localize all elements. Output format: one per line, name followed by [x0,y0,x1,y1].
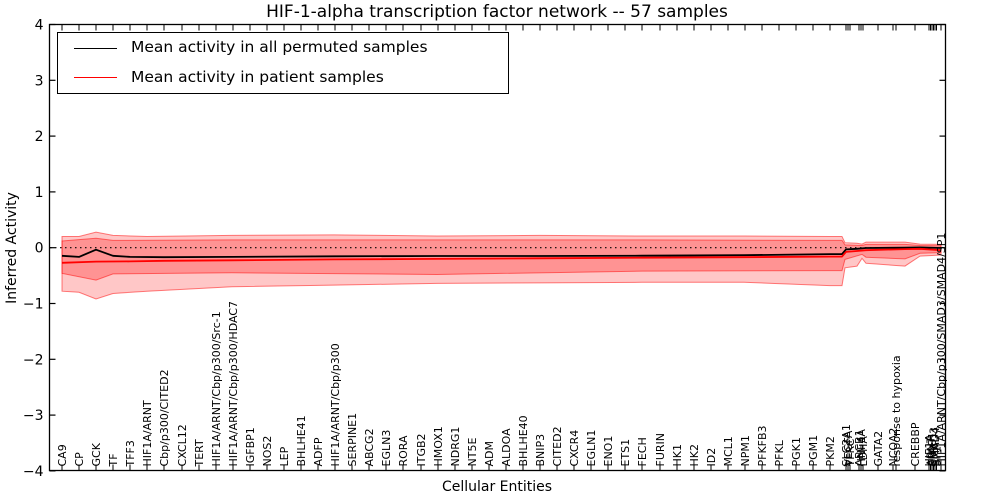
legend-label-patient: Mean activity in patient samples [131,68,384,87]
x-tick-label-hif1a-arnt: HIF1A/ARNT [141,400,154,466]
x-tick-label-tf: TF [107,453,120,467]
x-tick-label-ncoa2: NCOA2 [887,428,900,467]
x-tick-label-slc2a1: SLC2A1 [840,424,853,466]
x-tick-label-pfkl: PFKL [773,439,786,466]
y-tick-label: −4 [23,464,44,480]
series-line-permuted [61,246,942,259]
x-tick-label-hif1a-arnt-cbp-p300: HIF1A/ARNT/Cbp/p300 [329,343,342,466]
legend-item-permuted: Mean activity in all permuted samples [58,34,508,63]
x-tick-label-adfp: ADFP [312,437,325,466]
x-tick-label-arnt: ARNT [925,436,938,466]
x-tick-label-abcb1: ABCB1 [853,429,866,466]
x-tick-label-npm1: NPM1 [739,435,752,466]
x-tick-label-rora: RORA [397,435,410,466]
x-tick-label-hnf4a: HNF4A [855,429,868,467]
x-tick-label-tert: TERT [193,439,206,468]
x-tick-label-cxcr4: CXCR4 [568,430,581,467]
y-tick-label: −2 [23,352,44,368]
x-tick-label-gata2: GATA2 [872,431,885,467]
x-tick-label-mcl1: MCL1 [722,436,735,466]
series-line-patient [61,247,942,264]
x-tick-label-smad3: SMAD3 [928,427,941,466]
x-tick-label-pfkfb3: PFKFB3 [756,425,769,466]
x-tick-label-crebbp: CREBBP [909,422,922,466]
x-tick-label-bhlhe40: BHLHE40 [517,415,530,466]
legend-item-patient: Mean activity in patient samples [58,63,508,92]
y-tick-label: 1 [35,185,44,201]
x-tick-label-cited2: CITED2 [551,426,564,466]
x-tick-label-serpine1: SERPINE1 [346,413,359,467]
y-tick-label: 2 [35,129,44,145]
legend-line-patient-icon [74,77,117,79]
x-tick-label-tff3: TFF3 [124,440,137,467]
x-tick-label-hmox1: HMOX1 [432,426,445,466]
x-tick-label-nos2: NOS2 [261,436,274,467]
y-tick-label: −3 [23,408,44,424]
x-tick-label-pkm2: PKM2 [824,436,837,466]
x-tick-label-id2: ID2 [705,448,718,467]
x-tick-label-hif1a-arnt-cbp-p300-hdac7: HIF1A/ARNT/Cbp/p300/HDAC7 [227,301,240,467]
x-tick-label-ndrg1: NDRG1 [449,427,462,467]
x-tick-label-adm: ADM [483,441,496,467]
x-tick-label-hk1: HK1 [671,444,684,466]
y-tick-label: 0 [35,241,44,257]
y-axis-label: Inferred Activity [4,192,20,304]
x-tick-label-abcg2: ABCG2 [363,428,376,466]
x-tick-label-lep: LEP [278,446,291,466]
y-tick-label: 3 [35,73,44,89]
y-tick-label: −1 [23,297,44,313]
chart-title: HIF-1-alpha transcription factor network… [266,2,728,22]
x-tick-label-response-to-hypoxia: response to hypoxia [890,355,903,466]
x-tick-label-aldoa: ALDOA [500,428,513,467]
x-tick-label-bhlhe41: BHLHE41 [295,415,308,466]
x-tick-label-ldha: LDHA [857,436,870,467]
legend-label-permuted: Mean activity in all permuted samples [131,38,428,57]
x-tick-label-tfrc: TFRC [844,438,857,467]
x-tick-label-ets1: ETS1 [619,439,632,467]
x-tick-label-smad4: SMAD4 [929,427,942,466]
legend: Mean activity in all permuted samples Me… [57,32,509,94]
x-tick-label-cxcl12: CXCL12 [176,424,189,466]
x-tick-label-hif1a: HIF1A [923,434,936,467]
x-tick-label-gck: GCK [90,442,103,466]
x-tick-label-itgb2: ITGB2 [415,433,428,466]
x-tick-label-pgm1: PGM1 [807,435,820,467]
x-tick-label-cbp-p300-cited2: Cbp/p300/CITED2 [158,369,171,466]
x-tick-label-epas1: EPAS1 [926,432,939,466]
band-activity-std-outer [61,231,942,300]
legend-line-permuted-icon [74,47,117,49]
x-tick-label-sp1: SP1 [931,446,944,467]
x-tick-label-cp: CP [73,452,86,467]
x-tick-label-eno1: ENO1 [602,436,615,467]
x-tick-label-egln1: EGLN1 [585,430,598,467]
x-tick-label-egln3: EGLN3 [380,430,393,467]
plot-layer: 4 3 2 1 0 −1 −2 −3 −4 CA9 CP GCK TF TFF3 HIF1A/ARNT Cbp… [23,18,948,480]
x-tick-label-hk2: HK2 [688,444,701,466]
x-tick-label-pgk1: PGK1 [790,437,803,466]
x-tick-label-nt5e: NT5E [466,438,479,467]
x-tick-label-bnip3: BNIP3 [534,434,547,467]
x-tick-label-fech: FECH [636,437,649,466]
y-tick-label: 4 [35,18,44,34]
x-tick-label-vegfa: VEGFA [842,430,855,466]
x-tick-label-furin: FURIN [654,433,667,467]
x-tick-label-ca9: CA9 [56,444,69,466]
x-tick-label-igfbp1: IGFBP1 [244,427,257,466]
x-tick-label-hif1a-arnt-cbp-p300-src-1: HIF1A/ARNT/Cbp/p300/Src-1 [210,311,223,466]
x-tick-label-hif1a-arnt-cbp-p300-smad3-smad4-sp1: HIF1A/ARNT/Cbp/p300/SMAD3/SMAD4/SP1 [935,233,948,467]
x-axis-label: Cellular Entities [442,479,552,495]
